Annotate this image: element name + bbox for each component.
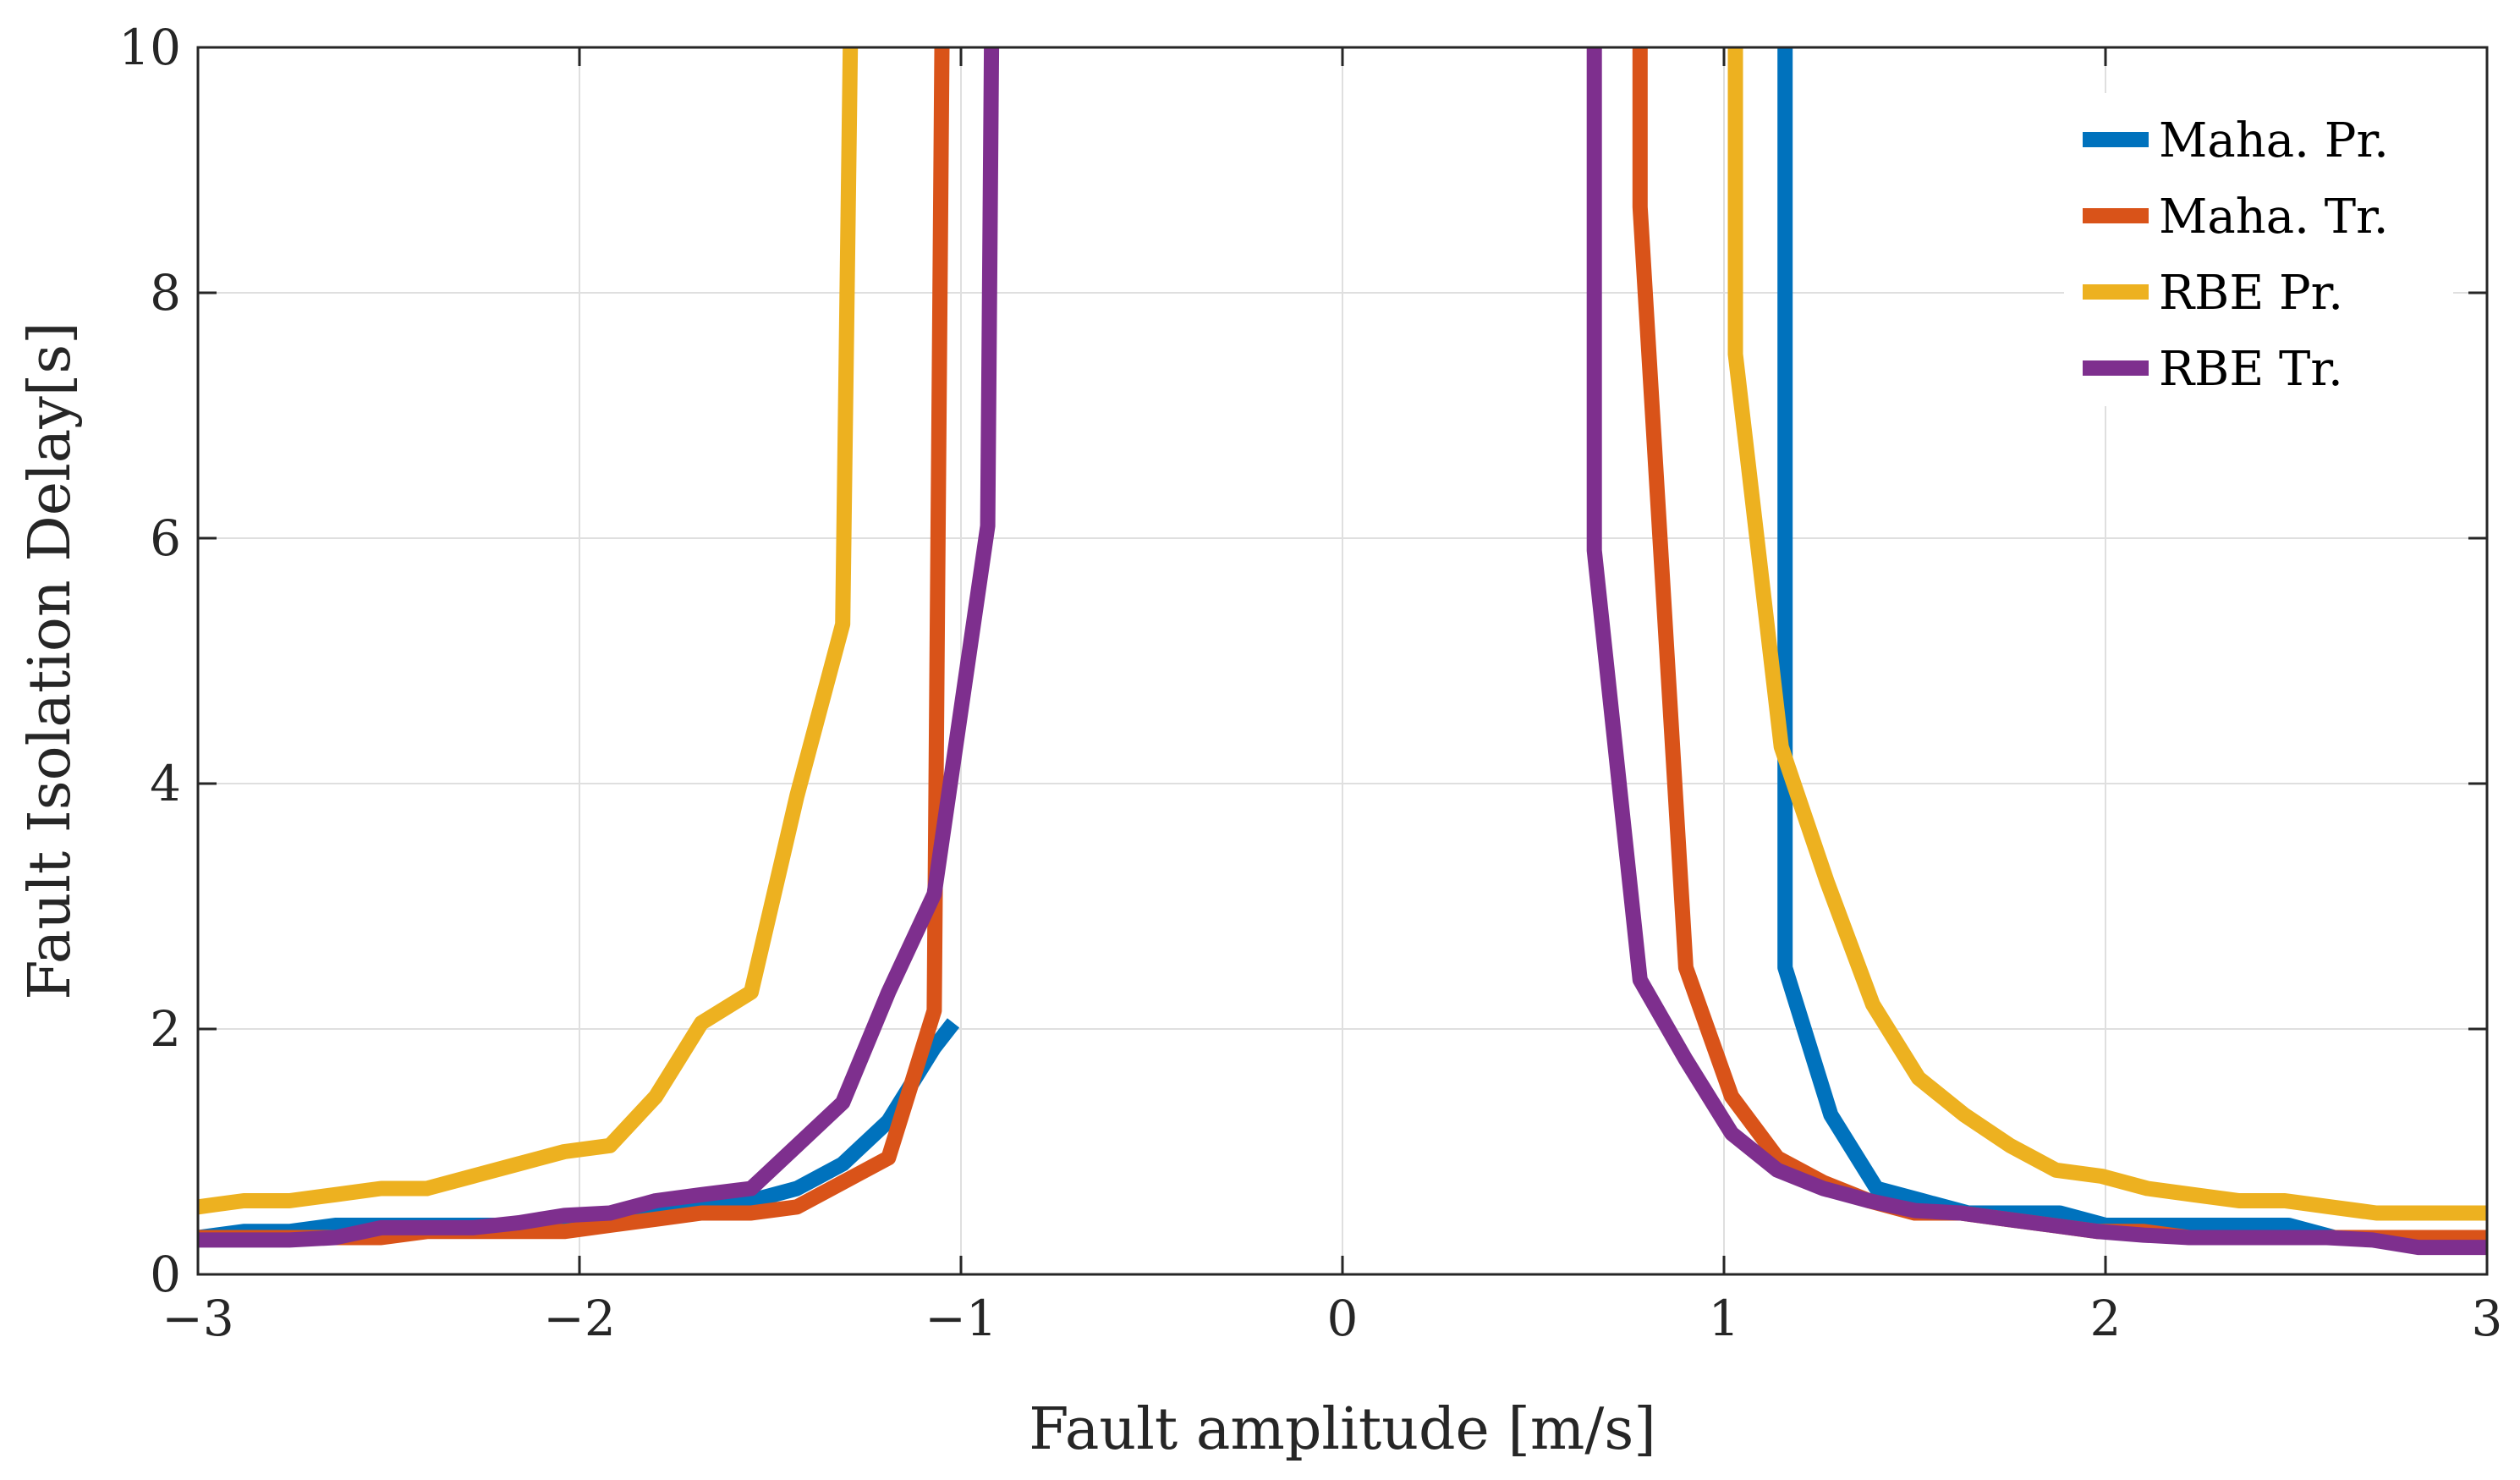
y-tick-label: 4 (150, 755, 181, 812)
legend-label: Maha. Pr. (2159, 113, 2389, 168)
y-tick-label: 2 (150, 1000, 181, 1058)
legend-label: RBE Tr. (2159, 342, 2343, 397)
x-tick-label: 2 (2090, 1290, 2122, 1347)
y-tick-label: 8 (150, 264, 181, 322)
x-tick-label: −3 (162, 1290, 234, 1347)
legend-label: Maha. Tr. (2159, 190, 2389, 245)
legend: Maha. Pr. Maha. Tr. RBE Pr. RBE Tr. (2064, 93, 2453, 406)
y-tick-label: 10 (118, 19, 181, 76)
y-tick-label: 6 (150, 509, 181, 567)
x-axis-label: Fault amplitude [m/s] (1029, 1396, 1656, 1463)
series-line (198, 47, 1000, 1248)
series-rbe-tr (198, 47, 2487, 1256)
y-tick-label: 0 (150, 1246, 181, 1303)
x-tick-label: 3 (2472, 1290, 2503, 1347)
series-rbe-pr (196, 47, 2487, 1221)
axis-ticks (196, 46, 2489, 1276)
x-tick-label: −2 (543, 1290, 616, 1347)
legend-label: RBE Pr. (2159, 266, 2343, 321)
x-tick-label: −1 (925, 1290, 997, 1347)
series-layer (196, 47, 2487, 1256)
tick-labels: −3 −2 −1 0 1 2 3 0 2 4 6 8 10 (118, 19, 2502, 1347)
series-line (1586, 47, 2487, 1256)
y-axis-label: Fault Isolation Delay[s] (17, 322, 84, 999)
series-line (1727, 47, 2487, 1221)
x-tick-label: 0 (1327, 1290, 1359, 1347)
x-tick-label: 1 (1709, 1290, 1740, 1347)
series-line (196, 47, 859, 1215)
